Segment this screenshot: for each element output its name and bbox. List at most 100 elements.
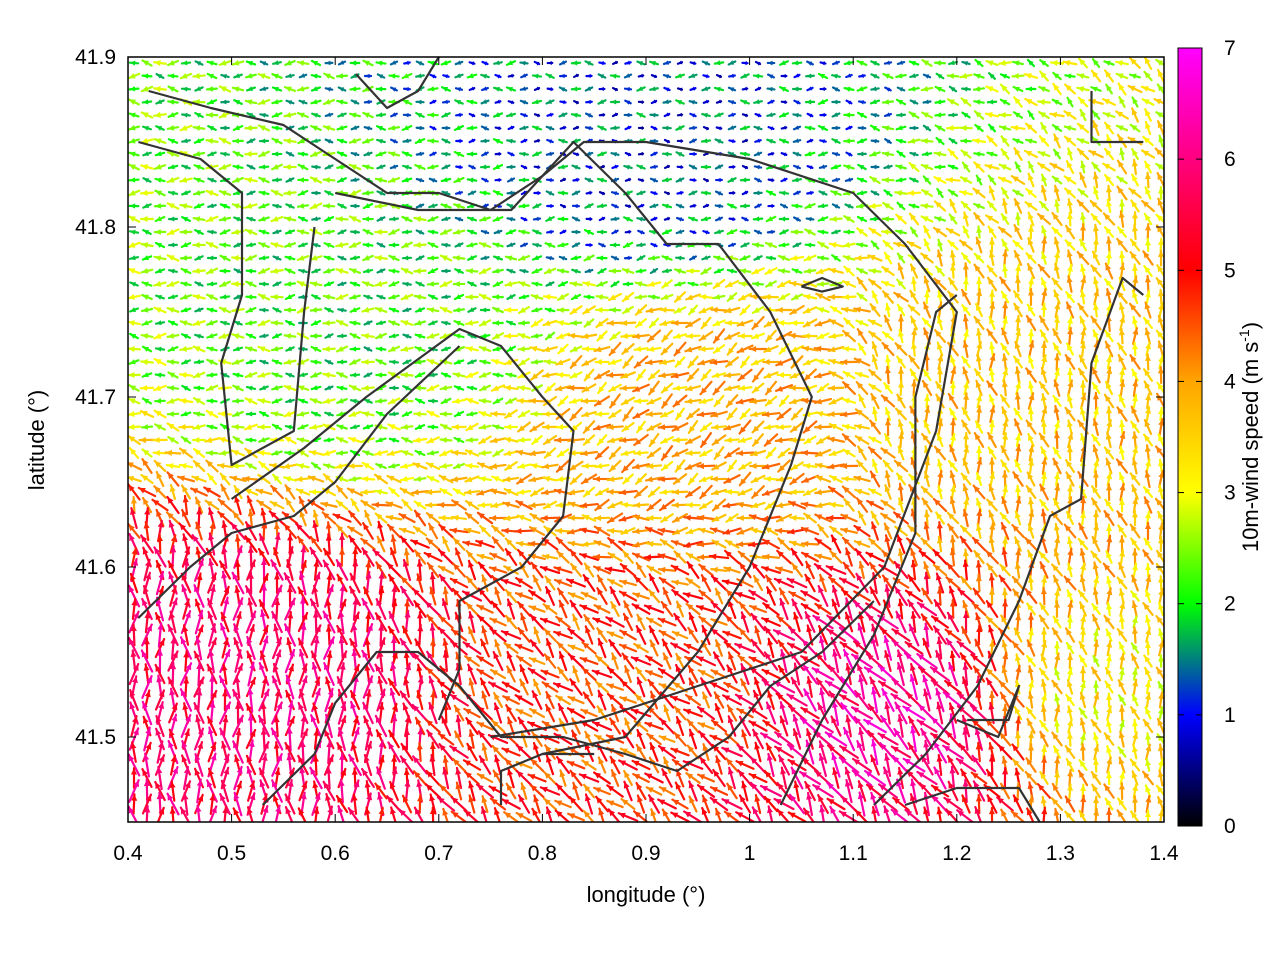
wind-arrow [181,138,191,144]
wind-arrow [1131,96,1139,108]
wind-arrow [518,177,530,183]
wind-arrow [455,112,463,117]
wind-arrow [415,177,425,183]
wind-arrow [557,216,569,222]
wind-arrow [922,175,932,185]
wind-arrow [896,86,906,92]
wind-arrow [1088,149,1104,159]
wind-arrow [714,138,724,144]
wind-arrow [663,138,671,144]
wind-arrow [780,100,788,105]
wind-arrow [258,190,270,196]
wind-arrow [1027,110,1035,120]
wind-arrow [1106,198,1113,214]
wind-arrow [597,99,607,105]
wind-arrow [205,112,219,118]
wind-arrow [390,138,398,144]
colorbar-title-sup: -1 [1236,329,1252,342]
wind-arrow [220,73,230,79]
wind-arrow [973,73,985,79]
wind-arrow [128,189,141,197]
wind-arrow [1103,147,1115,161]
wind-arrow [780,125,788,130]
wind-arrow [637,178,645,183]
wind-arrow [1140,85,1156,93]
wind-arrow [906,189,922,197]
x-tick-label: 1 [744,842,756,865]
wind-arrow [492,112,504,118]
wind-arrow [180,60,192,66]
wind-arrow [167,99,179,105]
wind-arrow [843,112,855,118]
wind-arrow [985,59,999,67]
wind-arrow [362,111,374,119]
wind-arrow [791,86,803,92]
wind-arrow [741,138,749,143]
wind-arrow [986,135,998,147]
wind-arrow [1039,59,1049,67]
wind-arrow [610,125,620,131]
wind-arrow [324,164,334,170]
x-tick-label: 1.4 [1149,842,1179,865]
wind-arrow [220,99,230,105]
wind-arrow [1049,162,1065,172]
wind-arrow [389,164,399,170]
wind-arrow [1013,198,1023,214]
wind-arrow [1024,201,1038,211]
wind-arrow [128,86,140,92]
wind-arrow [792,125,802,131]
wind-arrow [766,138,776,144]
wind-arrow [297,189,309,197]
wind-arrow [779,203,789,209]
wind-arrow [128,215,141,223]
wind-arrow [153,203,167,209]
wind-arrow [258,150,270,158]
wind-arrow [167,73,179,79]
wind-arrow [623,86,633,92]
wind-arrow [571,190,581,196]
wind-arrow [453,176,465,184]
wind-arrow [700,190,712,196]
wind-arrow [766,112,776,118]
wind-arrow [895,213,907,225]
wind-arrow [974,123,984,133]
wind-arrow [207,151,217,157]
wind-arrow [141,59,153,67]
wind-arrow [244,99,258,106]
wind-arrow [767,151,775,156]
wind-arrow [297,216,309,222]
wind-arrow [909,73,919,79]
wind-arrow [466,216,478,222]
wind-arrow [649,86,659,92]
wind-arrow [727,177,737,183]
wind-arrow [233,99,243,105]
wind-arrow [661,203,673,209]
wind-arrow [1038,135,1050,147]
wind-arrow [870,73,880,79]
wind-arrow [297,112,309,118]
wind-arrow [676,112,684,117]
wind-arrow [414,138,426,144]
wind-arrow [1001,197,1008,215]
wind-arrow [1115,72,1129,80]
wind-arrow [427,112,439,118]
wind-arrow [335,73,349,79]
wind-arrow [218,190,232,197]
wind-arrow [1064,83,1076,95]
wind-arrow [571,203,581,209]
wind-arrow [806,138,814,144]
wind-arrow [415,99,425,105]
wind-arrow [946,98,960,106]
wind-arrow [741,216,749,222]
wind-arrow [507,125,515,131]
wind-arrow [817,203,829,209]
wind-arrow [415,125,425,131]
x-tick-label: 0.9 [631,842,660,865]
wind-arrow [1115,110,1129,120]
wind-arrow [481,60,489,66]
x-axis-title: longitude (°) [587,882,706,907]
y-tick-label: 41.8 [75,216,116,239]
wind-arrow [218,85,232,93]
y-tick-label: 41.5 [75,726,116,749]
wind-arrow [505,86,517,92]
